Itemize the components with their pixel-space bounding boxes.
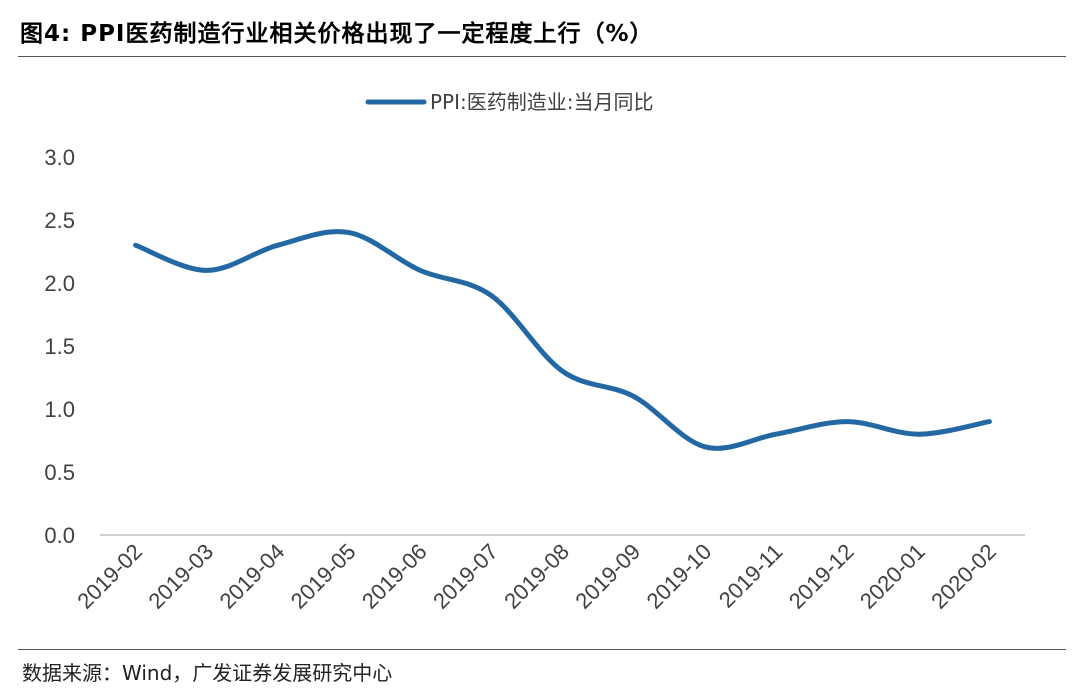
x-tick-label: 2019-07	[428, 539, 503, 614]
y-tick-label: 1.5	[44, 334, 75, 359]
x-tick-label: 2019-05	[286, 539, 361, 614]
data-point-2019-07	[489, 293, 494, 298]
x-tick-label: 2019-03	[143, 539, 218, 614]
x-tick-label: 2019-10	[642, 539, 717, 614]
x-tick-label: 2019-09	[570, 539, 645, 614]
data-point-2020-01	[916, 432, 921, 437]
x-tick-label: 2019-06	[357, 539, 432, 614]
data-point-2019-02	[133, 243, 138, 248]
data-points	[133, 230, 992, 449]
bottom-divider	[18, 649, 1066, 650]
y-axis: 0.0 0.5 1.0 1.5 2.0 2.5 3.0	[44, 145, 75, 548]
data-point-2019-08	[560, 369, 565, 374]
top-divider	[18, 56, 1066, 57]
data-point-2019-10	[702, 444, 707, 449]
data-point-2019-12	[845, 419, 850, 424]
y-tick-label: 3.0	[44, 145, 75, 170]
x-tick-label: 2020-01	[855, 539, 930, 614]
y-tick-label: 2.5	[44, 208, 75, 233]
data-point-2020-02	[987, 419, 992, 424]
data-point-2019-04	[275, 243, 280, 248]
y-tick-label: 0.0	[44, 523, 75, 548]
x-tick-label: 2019-04	[215, 539, 290, 614]
y-tick-label: 1.0	[44, 397, 75, 422]
data-point-2019-03	[204, 268, 209, 273]
data-point-2019-05	[347, 230, 352, 235]
data-point-2019-09	[631, 394, 636, 399]
data-point-2019-06	[418, 268, 423, 273]
y-tick-label: 2.0	[44, 271, 75, 296]
data-point-2019-11	[773, 432, 778, 437]
series-line-ppi-pharma	[133, 229, 992, 451]
x-tick-label: 2019-11	[714, 539, 788, 613]
y-tick-label: 0.5	[44, 460, 75, 485]
line-chart: PPI:医药制造业:当月同比 0.0 0.5 1.0 1.5 2.0 2.5 3.0 201…	[44, 90, 1025, 614]
legend-label: PPI:医药制造业:当月同比	[430, 90, 654, 114]
x-tick-label: 2019-12	[784, 539, 859, 614]
chart-legend: PPI:医药制造业:当月同比	[365, 90, 654, 114]
x-axis: 2019-022019-032019-042019-052019-062019-…	[72, 539, 1001, 614]
x-tick-label: 2019-08	[499, 539, 574, 614]
figure-title: 图4: PPI医药制造行业相关价格出现了一定程度上行（%）	[20, 21, 654, 47]
x-tick-label: 2019-02	[72, 539, 147, 614]
source-note: 数据来源：Wind，广发证券发展研究中心	[22, 661, 393, 685]
x-tick-label: 2020-02	[926, 539, 1001, 614]
